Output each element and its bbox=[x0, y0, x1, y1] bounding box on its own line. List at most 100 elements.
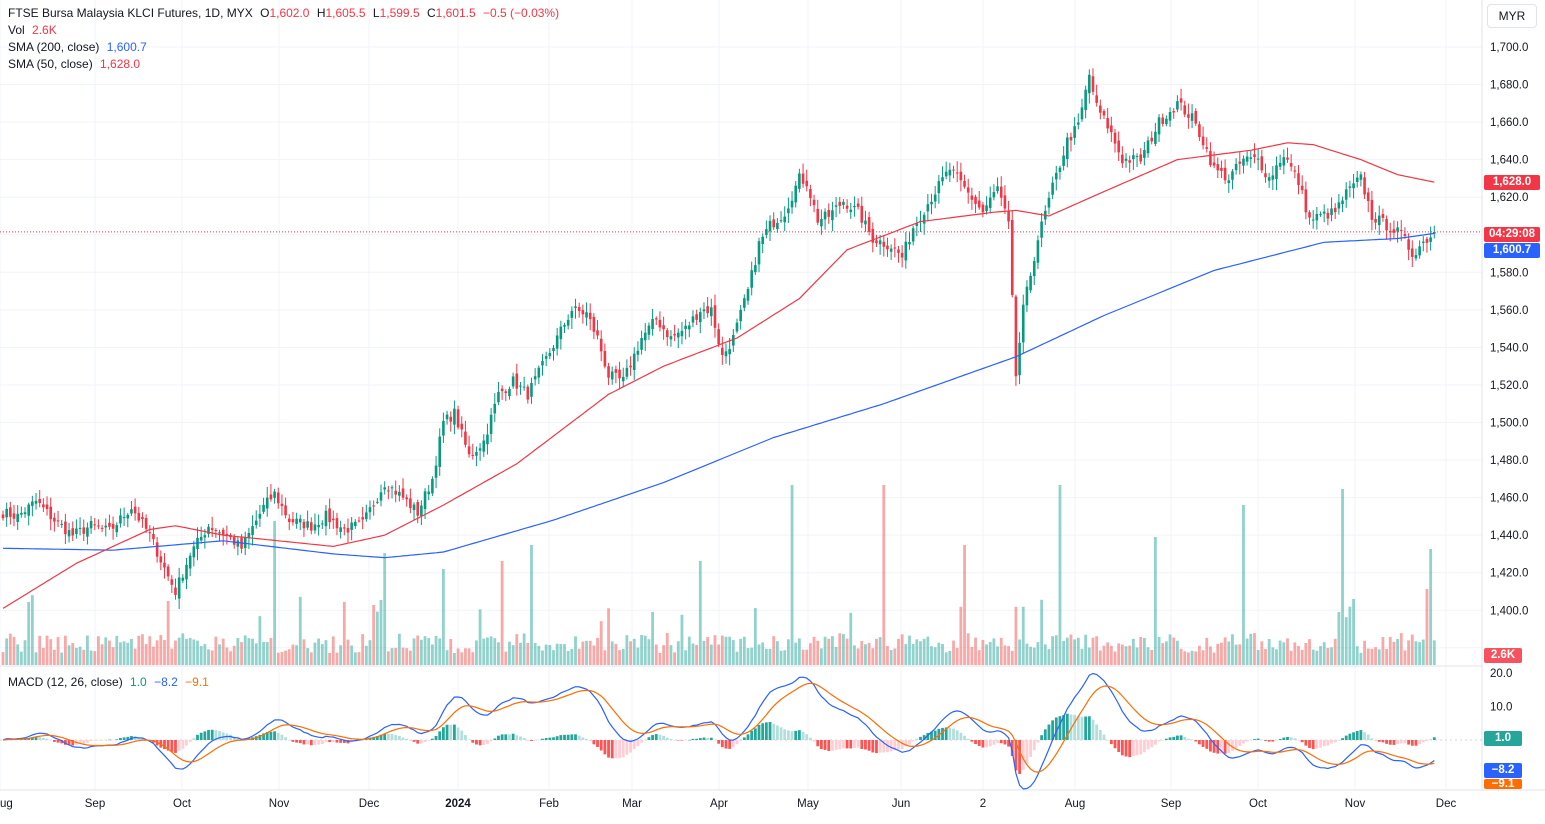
macd-histogram-bar bbox=[475, 740, 478, 745]
macd-histogram-bar bbox=[519, 736, 522, 740]
macd-line bbox=[2, 672, 1435, 790]
macd-histogram-bar bbox=[1190, 739, 1194, 741]
candle-body bbox=[618, 369, 621, 379]
macd-histogram-bar bbox=[1271, 740, 1275, 742]
volume-bar bbox=[181, 633, 185, 665]
volume-bar bbox=[1054, 635, 1058, 665]
volume-bar bbox=[592, 645, 596, 665]
candle-body bbox=[390, 487, 394, 489]
volume-bar bbox=[1091, 637, 1095, 665]
macd-histogram-bar bbox=[577, 735, 581, 740]
volume-bar bbox=[1142, 637, 1146, 665]
volume-bar bbox=[1286, 638, 1289, 665]
candle-body bbox=[1278, 162, 1282, 167]
candle-body bbox=[970, 195, 974, 200]
volume-bar bbox=[56, 637, 60, 665]
volume-bar bbox=[1282, 642, 1286, 665]
macd-histogram-bar bbox=[372, 736, 376, 740]
candle-body bbox=[710, 307, 713, 317]
macd-histogram-bar bbox=[63, 740, 67, 745]
candle-body bbox=[706, 306, 709, 314]
candle-body bbox=[137, 512, 141, 521]
volume-bar bbox=[1249, 633, 1253, 665]
volume-bar bbox=[8, 633, 12, 665]
candle-body bbox=[1077, 122, 1080, 125]
volume-bar bbox=[1396, 638, 1399, 665]
macd-histogram-bar bbox=[974, 740, 977, 745]
volume-bar bbox=[1043, 644, 1047, 665]
volume-bar bbox=[742, 636, 746, 665]
sma50-legend[interactable]: SMA (50, close) 1,628.0 bbox=[8, 56, 144, 72]
macd-histogram-bar bbox=[82, 740, 86, 744]
macd-histogram-bar bbox=[985, 740, 988, 748]
volume-bar bbox=[904, 644, 908, 665]
candle-body bbox=[1223, 167, 1227, 181]
volume-bar bbox=[185, 638, 188, 665]
macd-histogram-bar bbox=[137, 737, 141, 740]
volume-bar bbox=[764, 648, 768, 665]
volume-legend[interactable]: Vol 2.6K bbox=[8, 22, 61, 38]
macd-histogram-bar bbox=[827, 740, 831, 751]
candle-body bbox=[1319, 214, 1322, 216]
volume-bar bbox=[559, 643, 563, 665]
macd-histogram-bar bbox=[86, 740, 89, 743]
macd-tick-label: 20.0 bbox=[1490, 668, 1512, 680]
volume-bar bbox=[97, 636, 100, 665]
candle-body bbox=[1091, 76, 1095, 92]
candle-body bbox=[658, 319, 662, 328]
macd-histogram-bar bbox=[1223, 740, 1227, 754]
sma200-legend[interactable]: SMA (200, close) 1,600.7 bbox=[8, 39, 151, 55]
candle-body bbox=[1231, 171, 1234, 180]
volume-bar bbox=[251, 638, 254, 665]
macd-histogram-bar bbox=[438, 731, 442, 740]
volume-bar bbox=[504, 651, 508, 665]
macd-histogram-bar bbox=[680, 740, 684, 741]
candle-body bbox=[372, 505, 375, 507]
candle-body bbox=[541, 361, 544, 366]
macd-histogram-bar bbox=[1157, 740, 1161, 742]
macd-histogram-bar bbox=[38, 737, 42, 740]
candle-body bbox=[442, 420, 445, 436]
macd-histogram-bar bbox=[1396, 740, 1399, 745]
macd-legend[interactable]: MACD (12, 26, close) 1.0 −8.2 −9.1 bbox=[8, 674, 213, 690]
volume-bar bbox=[177, 637, 181, 665]
candle-body bbox=[860, 205, 864, 223]
volume-bar bbox=[1223, 637, 1227, 665]
candle-body bbox=[478, 448, 482, 451]
volume-bar bbox=[350, 645, 354, 665]
candle-body bbox=[339, 527, 342, 533]
volume-bar bbox=[1139, 636, 1143, 665]
candle-body bbox=[1238, 161, 1242, 164]
volume-bar bbox=[1352, 598, 1355, 665]
macd-histogram-bar bbox=[298, 740, 302, 744]
symbol-name[interactable]: FTSE Bursa Malaysia KLCI Futures, 1D, MY… bbox=[8, 6, 253, 20]
candle-body bbox=[676, 332, 680, 338]
macd-histogram-bar bbox=[1117, 740, 1121, 752]
macd-histogram-bar bbox=[1113, 740, 1117, 749]
volume-bar bbox=[298, 596, 302, 665]
candle-body bbox=[423, 491, 427, 510]
candle-body bbox=[1300, 185, 1304, 191]
candle-body bbox=[100, 527, 104, 529]
volume-bar bbox=[797, 638, 801, 665]
candle-body bbox=[471, 454, 475, 456]
macd-tick-label: 10.0 bbox=[1490, 702, 1512, 714]
volume-bar bbox=[511, 645, 515, 665]
macd-histogram-bar bbox=[394, 735, 398, 740]
candle-body bbox=[779, 220, 783, 222]
volume-bar bbox=[698, 561, 702, 665]
macd-histogram-bar bbox=[430, 738, 434, 740]
volume-bar bbox=[1245, 638, 1249, 665]
candle-body bbox=[1117, 140, 1120, 153]
volume-bar bbox=[1297, 646, 1300, 665]
volume-bar bbox=[170, 648, 174, 665]
currency-button[interactable]: MYR bbox=[1487, 4, 1537, 28]
volume-bar bbox=[163, 640, 166, 665]
volume-bar bbox=[1311, 649, 1315, 665]
candle-body bbox=[941, 177, 944, 182]
candle-body bbox=[757, 241, 761, 265]
volume-bar bbox=[317, 638, 321, 665]
macd-histogram-bar bbox=[761, 723, 765, 740]
candle-body bbox=[361, 517, 364, 520]
